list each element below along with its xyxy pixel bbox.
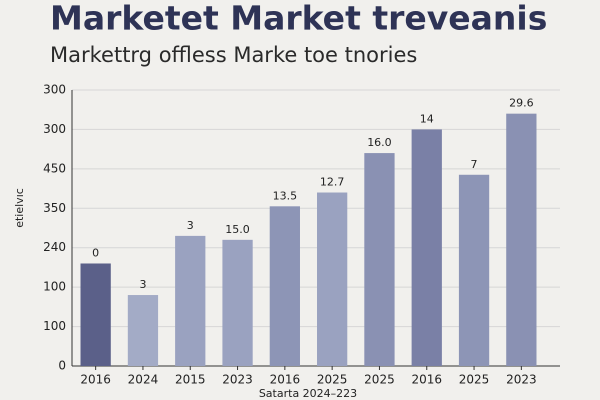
x-tick-label: 2025: [317, 373, 348, 387]
x-tick-label: 2016: [80, 373, 111, 387]
y-tick-label: 100: [43, 280, 66, 294]
x-tick-label: 2025: [364, 373, 395, 387]
data-label: 0: [92, 246, 99, 259]
data-label: 15.0: [225, 223, 250, 236]
y-tick-label: 300: [43, 83, 66, 97]
y-tick-label: 100: [43, 319, 66, 333]
chart-title: Marketet Market treveanis: [50, 0, 547, 38]
bar: [269, 206, 300, 366]
data-label: 12.7: [320, 176, 345, 189]
data-label: 3: [139, 278, 146, 291]
y-tick-label: 350: [43, 201, 66, 215]
bar: [80, 263, 111, 366]
bar: [317, 192, 348, 366]
bar: [175, 235, 206, 366]
y-axis-label: etielvıc: [13, 188, 26, 228]
data-label: 14: [420, 112, 434, 125]
data-label: 16.0: [367, 136, 392, 149]
y-tick-label: 450: [43, 161, 66, 175]
bar: [222, 239, 253, 366]
data-label: 7: [471, 158, 478, 171]
y-tick-label: 0: [58, 359, 66, 373]
bar: [411, 129, 442, 366]
bar: [127, 295, 159, 366]
x-axis-label: Satarta 2024–223: [259, 387, 357, 400]
y-tick-label: 240: [43, 240, 66, 254]
x-tick-label: 2023: [506, 373, 537, 387]
data-label: 13.5: [273, 189, 298, 202]
x-tick-label: 2025: [459, 373, 490, 387]
x-tick-label: 2016: [270, 373, 301, 387]
x-tick-label: 2024: [128, 373, 159, 387]
bar: [458, 174, 490, 366]
x-tick-label: 2023: [222, 373, 253, 387]
x-tick-label: 2015: [175, 373, 206, 387]
data-label: 29.6: [509, 97, 534, 110]
chart-subtitle: Markettrg offless Marke toe tnories: [50, 43, 417, 67]
bar: [506, 113, 537, 367]
y-tick-label: 300: [43, 122, 66, 136]
x-tick-label: 2016: [411, 373, 442, 387]
data-label: 3: [187, 219, 194, 232]
bar: [364, 153, 395, 366]
